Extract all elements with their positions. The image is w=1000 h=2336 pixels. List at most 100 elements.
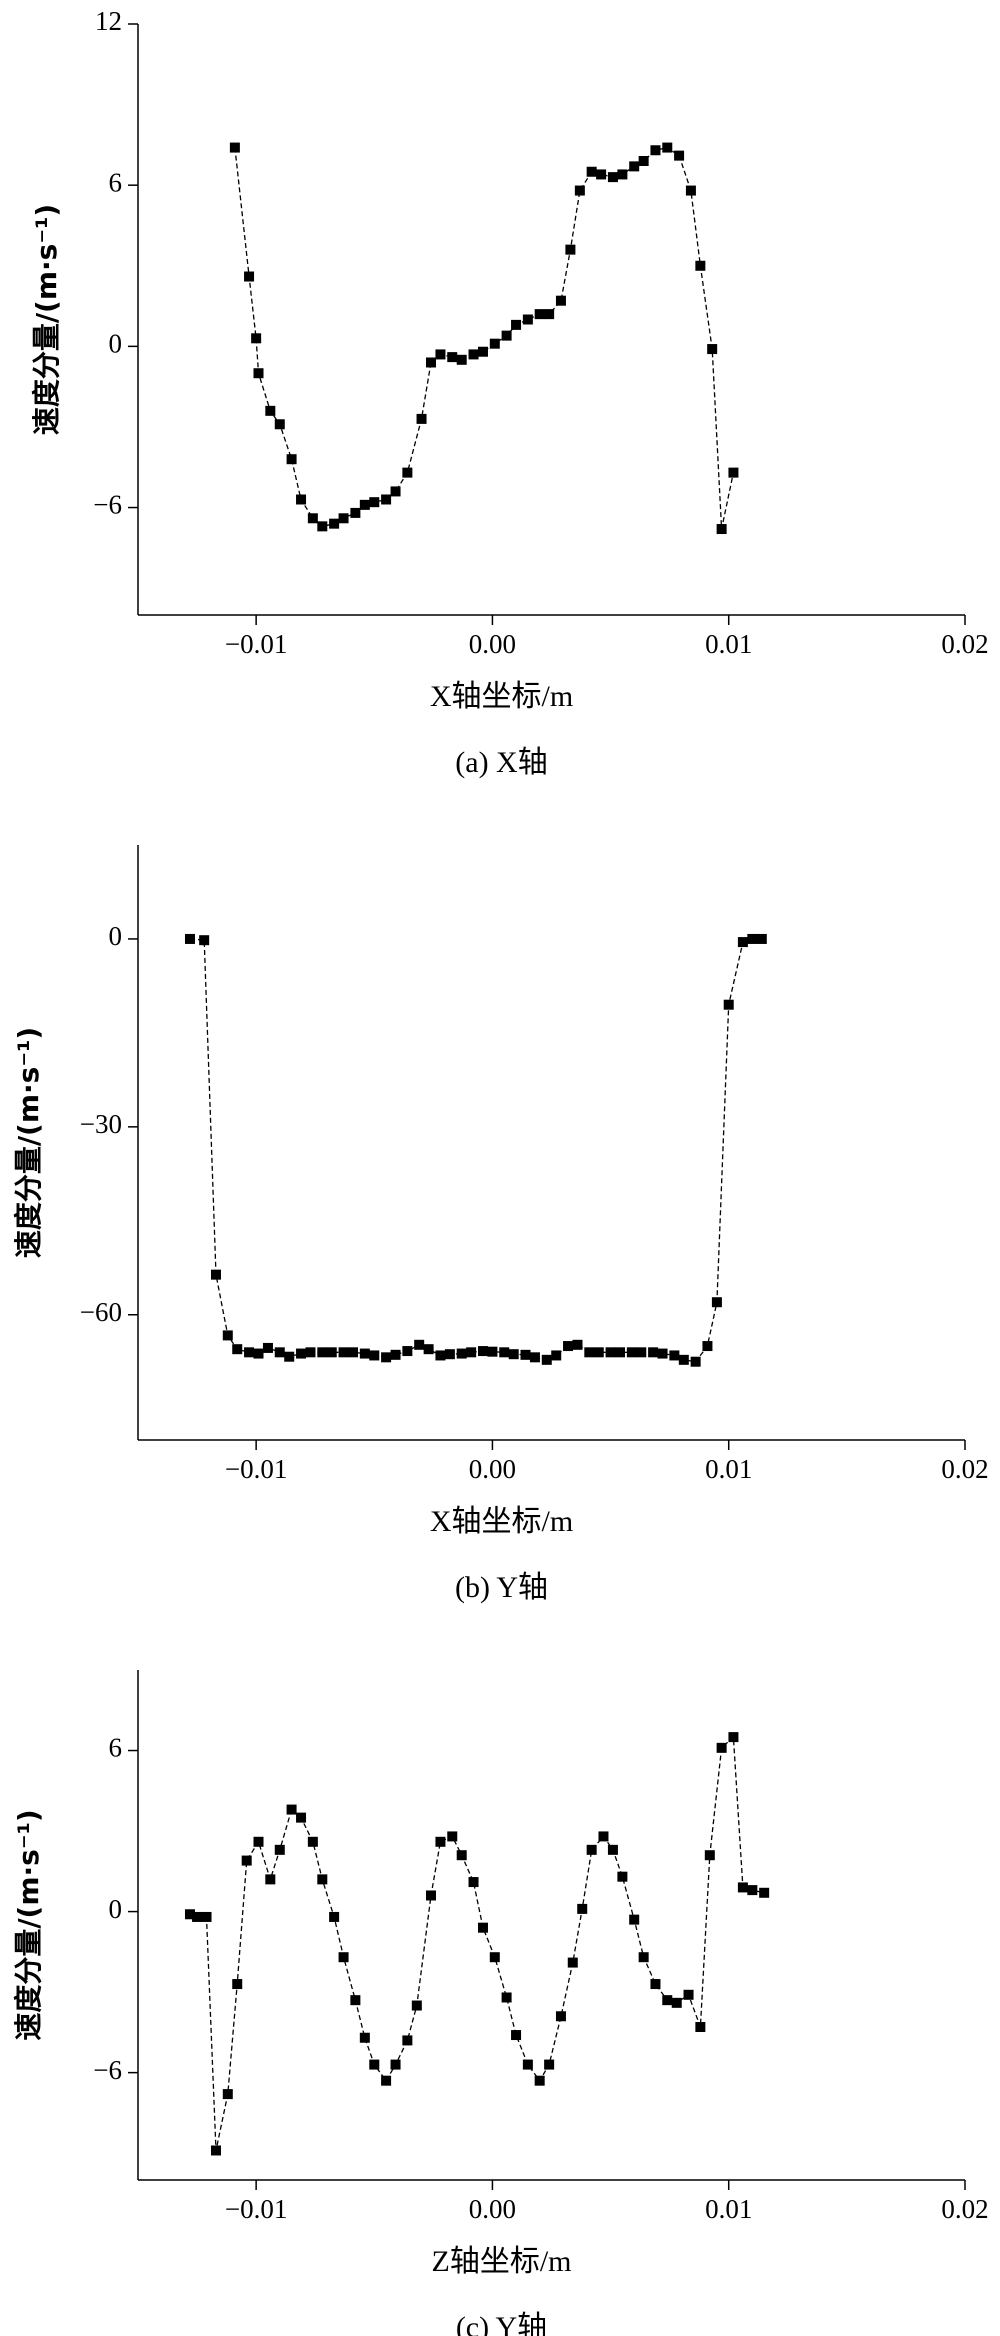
data-point bbox=[425, 357, 436, 368]
data-point bbox=[534, 2075, 545, 2086]
data-point bbox=[435, 1836, 446, 1847]
x-tick-label: 0.02 bbox=[941, 1454, 988, 1484]
data-point bbox=[338, 513, 349, 524]
data-point bbox=[381, 2075, 392, 2086]
data-point bbox=[232, 1344, 243, 1355]
data-point bbox=[390, 2059, 401, 2070]
data-point bbox=[662, 142, 673, 153]
data-point bbox=[695, 2022, 706, 2032]
data-point bbox=[192, 1911, 203, 1922]
y-tick-label: 0 bbox=[109, 329, 123, 359]
data-point bbox=[390, 486, 401, 497]
data-point bbox=[704, 1850, 715, 1861]
x-tick-label: 0.01 bbox=[705, 629, 752, 659]
x-axis-label: Z轴坐标/m bbox=[432, 2245, 572, 2278]
data-point bbox=[534, 309, 545, 320]
caption: (b) Y轴 bbox=[455, 1571, 548, 1604]
data-line bbox=[189, 938, 762, 1363]
data-point bbox=[468, 349, 479, 360]
data-point bbox=[508, 1349, 519, 1360]
data-point bbox=[414, 1339, 425, 1350]
data-point bbox=[477, 1346, 488, 1357]
data-point bbox=[617, 169, 628, 180]
data-point bbox=[232, 1979, 243, 1990]
y-tick-label: 6 bbox=[109, 1733, 123, 1763]
data-point bbox=[274, 1347, 285, 1358]
data-point bbox=[511, 319, 522, 330]
data-point bbox=[520, 1349, 531, 1360]
data-point bbox=[444, 1349, 455, 1360]
data-point bbox=[756, 933, 767, 944]
data-point bbox=[338, 1347, 349, 1358]
x-tick-label: 0.00 bbox=[469, 1454, 516, 1484]
data-point bbox=[716, 524, 727, 535]
data-point bbox=[683, 1989, 694, 2000]
data-point bbox=[284, 1351, 295, 1362]
data-point bbox=[447, 352, 458, 363]
data-point bbox=[617, 1871, 628, 1882]
data-point bbox=[423, 1344, 434, 1355]
data-point bbox=[607, 172, 618, 183]
data-point bbox=[759, 1887, 770, 1898]
data-point bbox=[650, 145, 661, 156]
data-point bbox=[555, 2011, 566, 2022]
data-point bbox=[468, 1877, 479, 1888]
data-point bbox=[626, 1347, 637, 1358]
y-tick-label: 6 bbox=[109, 167, 123, 197]
data-point bbox=[574, 185, 585, 196]
y-tick-label: −6 bbox=[93, 2055, 122, 2085]
x-tick-label: −0.01 bbox=[225, 629, 287, 659]
data-point bbox=[695, 260, 706, 271]
data-point bbox=[685, 185, 696, 196]
data-point bbox=[615, 1347, 626, 1358]
data-point bbox=[737, 937, 748, 948]
data-point bbox=[317, 1874, 328, 1885]
data-point bbox=[390, 1349, 401, 1360]
data-line bbox=[189, 1735, 765, 2151]
data-point bbox=[425, 1890, 436, 1901]
data-point bbox=[629, 161, 640, 172]
data-point bbox=[638, 156, 649, 167]
data-point bbox=[402, 2035, 413, 2046]
data-point bbox=[329, 518, 340, 529]
data-point bbox=[447, 1831, 458, 1842]
data-point bbox=[747, 1885, 758, 1896]
x-tick-label: 0.02 bbox=[941, 2194, 988, 2224]
data-point bbox=[678, 1354, 689, 1365]
data-point bbox=[456, 1850, 467, 1861]
data-point bbox=[605, 1347, 616, 1358]
data-point bbox=[636, 1347, 647, 1358]
data-point bbox=[402, 467, 413, 478]
data-point bbox=[296, 1348, 307, 1359]
data-point bbox=[229, 142, 240, 153]
data-point bbox=[671, 1997, 682, 2008]
data-point bbox=[728, 467, 739, 478]
data-point bbox=[210, 2145, 221, 2156]
data-point bbox=[489, 1952, 500, 1963]
data-point bbox=[265, 1874, 276, 1885]
data-point bbox=[669, 1350, 680, 1361]
data-point bbox=[201, 1911, 212, 1922]
data-point bbox=[586, 166, 597, 177]
data-point bbox=[359, 1348, 370, 1359]
data-line bbox=[234, 146, 735, 530]
data-point bbox=[416, 413, 427, 424]
data-point bbox=[411, 2000, 422, 2011]
data-point bbox=[435, 1350, 446, 1361]
data-point bbox=[307, 1836, 318, 1847]
data-point bbox=[487, 1346, 498, 1357]
x-axis-label: X轴坐标/m bbox=[430, 680, 573, 713]
x-tick-label: 0.01 bbox=[705, 2194, 752, 2224]
data-point bbox=[251, 333, 262, 344]
data-point bbox=[598, 1831, 609, 1842]
y-tick-label: −6 bbox=[93, 490, 122, 520]
data-point bbox=[274, 1844, 285, 1855]
y-axis-label: 速度分量/(m·s⁻¹) bbox=[12, 1809, 45, 2040]
data-point bbox=[551, 1350, 562, 1361]
y-tick-label: 12 bbox=[95, 6, 122, 36]
x-axis-label: X轴坐标/m bbox=[430, 1505, 573, 1538]
data-point bbox=[296, 1812, 307, 1823]
data-point bbox=[716, 1742, 727, 1753]
data-point bbox=[369, 497, 380, 508]
